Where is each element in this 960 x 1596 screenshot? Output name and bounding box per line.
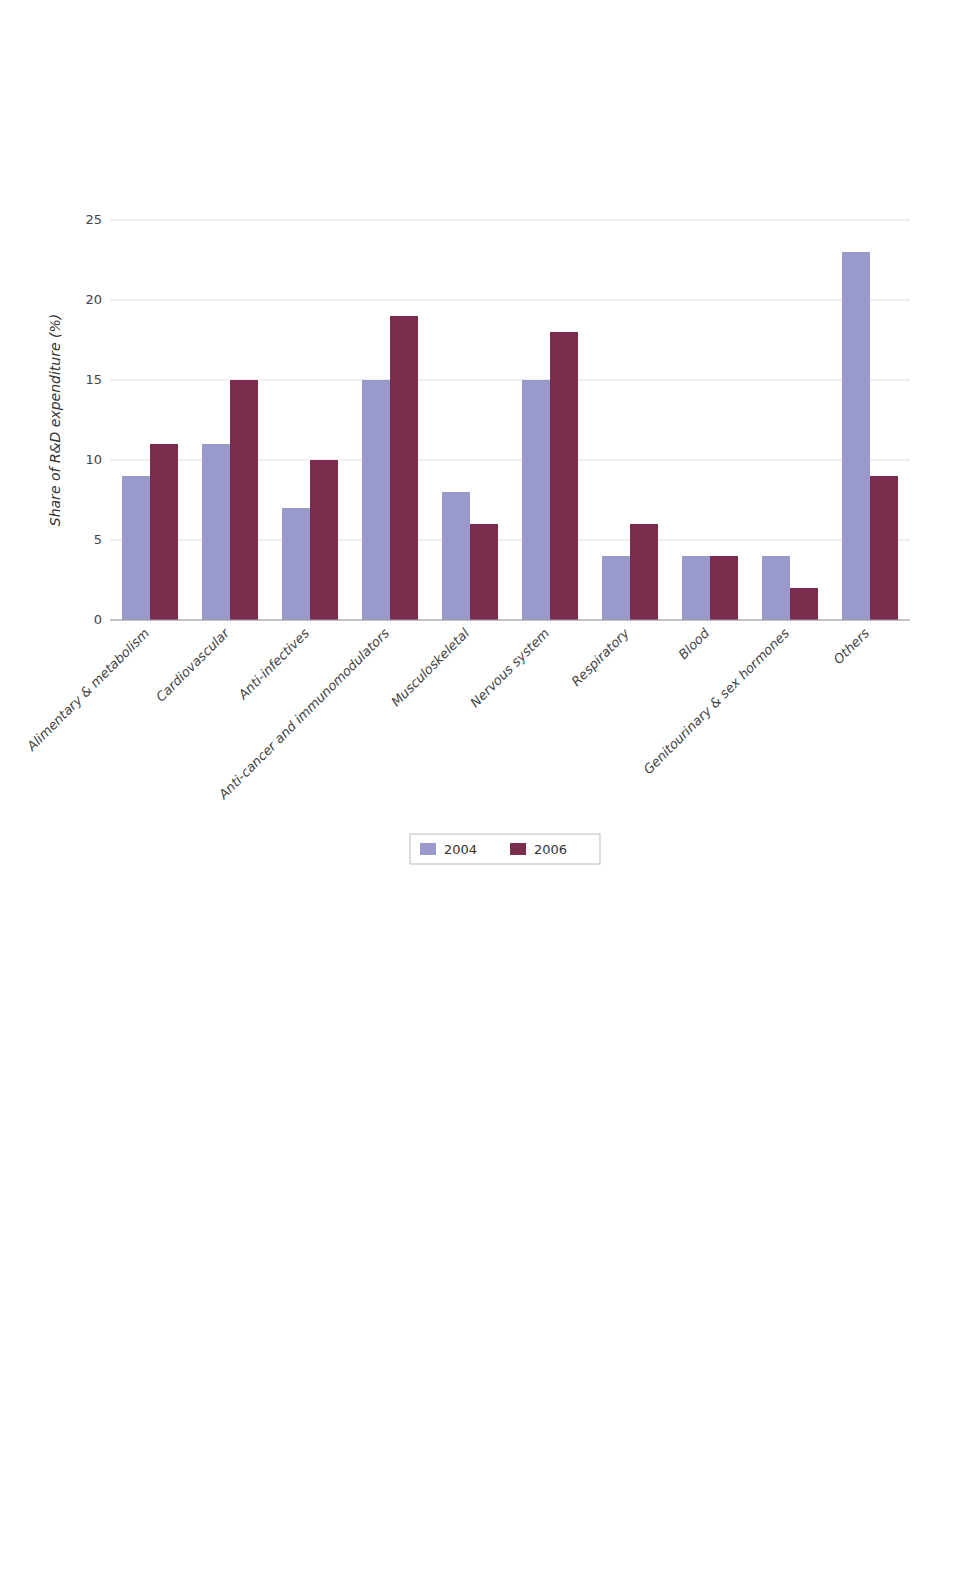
bar (790, 588, 818, 620)
bar (682, 556, 710, 620)
x-axis: Alimentary & metabolismCardiovascularAnt… (23, 624, 872, 802)
x-tick-label: Cardiovascular (153, 624, 233, 704)
grid-line (110, 220, 910, 221)
y-tick-label: 25 (85, 212, 102, 227)
bar (630, 524, 658, 620)
bar (202, 444, 230, 620)
legend: 2004 2006 (410, 834, 600, 864)
x-axis-line (110, 620, 910, 621)
chart-svg: 0 5 10 15 20 25 Share of R&D expenditure (%) Al… (0, 0, 960, 1596)
bar (310, 460, 338, 620)
grid-line (110, 300, 910, 301)
y-tick-label: 10 (85, 452, 102, 467)
x-tick-label: Alimentary & metabolism (23, 626, 152, 755)
bar (710, 556, 738, 620)
bar (550, 332, 578, 620)
bar (522, 380, 550, 620)
bar (230, 380, 258, 620)
bar (870, 476, 898, 620)
bars (122, 252, 898, 620)
bar (442, 492, 470, 620)
bar (122, 476, 150, 620)
y-axis-label: Share of R&D expenditure (%) (47, 314, 63, 526)
bar (842, 252, 870, 620)
bar (762, 556, 790, 620)
legend-label: 2006 (534, 842, 567, 857)
legend-swatch (510, 843, 526, 855)
x-tick-label: Nervous system (467, 626, 552, 711)
x-tick-label: Genitourinary & sex hormones (640, 625, 792, 777)
bar (390, 316, 418, 620)
bar (362, 380, 390, 620)
y-axis: 0 5 10 15 20 25 (85, 212, 102, 627)
x-tick-label: Anti-infectives (235, 625, 312, 702)
grid (110, 220, 910, 620)
chart-container: 0 5 10 15 20 25 Share of R&D expenditure (%) Al… (0, 0, 960, 1596)
y-tick-label: 15 (85, 372, 102, 387)
bar (282, 508, 310, 620)
legend-frame (410, 834, 600, 864)
bar (470, 524, 498, 620)
x-tick-label: Respiratory (568, 625, 632, 689)
x-tick-label: Musculoskeletal (388, 625, 472, 709)
y-tick-label: 20 (85, 292, 102, 307)
x-tick-label: Others (831, 625, 873, 667)
grid-line (110, 620, 910, 621)
x-tick-label: Blood (676, 625, 713, 662)
y-tick-label: 0 (94, 612, 102, 627)
y-tick-label: 5 (94, 532, 102, 547)
x-tick-label: Anti-cancer and immunomodulators (215, 625, 392, 802)
bar (150, 444, 178, 620)
bar (602, 556, 630, 620)
legend-swatch (420, 843, 436, 855)
legend-label: 2004 (444, 842, 477, 857)
